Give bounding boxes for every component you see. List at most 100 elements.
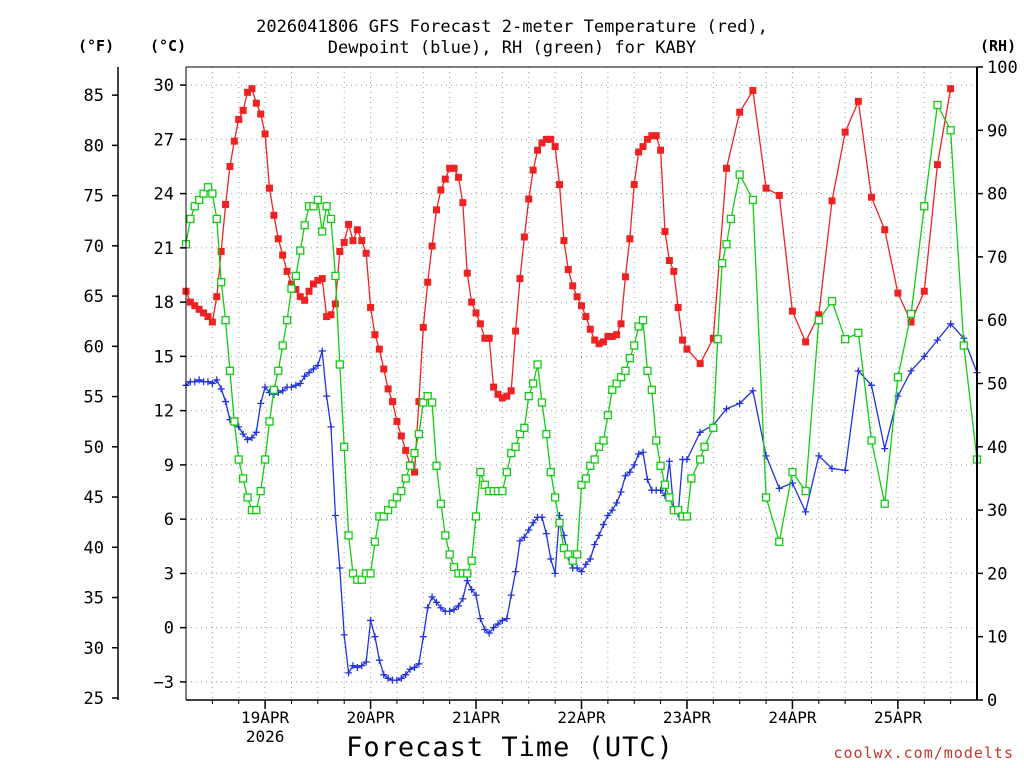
rh-point [427,398,437,407]
rh-point [542,429,551,439]
temperature-point [305,287,313,295]
rh-point [594,442,604,451]
rh-point [309,202,318,211]
rh-point [814,316,823,325]
rh-point [296,246,305,255]
rh-tick-label: 30 [987,501,1007,521]
fahrenheit-tick-label: 75 [84,187,104,207]
temperature-point [529,166,537,174]
dewpoint-point [305,369,313,377]
credit-text[interactable]: coolwx.com/modelts [833,744,1014,762]
temperature-point [696,360,704,368]
rh-point [788,467,797,477]
temperature-point [933,161,941,169]
temperature-point [248,85,256,93]
rh-point [550,493,560,502]
dewpoint-point [841,466,849,474]
temperature-point [296,293,304,301]
rh-point [652,436,661,445]
dewpoint-point [318,347,326,355]
rh-point [946,126,955,135]
rh-point [217,278,226,287]
axis-layer: 25 30 35 40 45 50 55 60 65 70 75 80 85 −3 0 3 6 9 12 15 18 21… [84,58,1018,746]
temperature-point [516,275,524,283]
rh-point [423,392,432,401]
rh-point [274,366,283,375]
x-tick-label: 20APR [346,708,395,727]
temperature-point [204,313,212,321]
rh-point [524,392,533,401]
dewpoint-point [292,381,300,389]
chart-title-line-1: 2026041806 GFS Forecast 2-meter Temperat… [256,17,768,37]
temperature-point [485,334,493,342]
fahrenheit-tick-label: 60 [84,337,104,357]
dewpoint-point [512,568,520,576]
dewpoint-point [665,457,673,465]
rh-point [634,322,643,331]
rh-point [726,214,736,224]
unit-label-rh: (RH) [980,37,1017,55]
dewpoint-point [336,564,344,572]
rh-point [696,455,705,464]
temperature-point [222,200,230,208]
rh-point [269,385,279,394]
temperature-point [841,128,849,136]
temperature-point [419,323,427,331]
temperature-point [547,135,555,143]
rh-point [761,493,771,502]
rh-point [630,341,639,350]
temperature-point [459,199,467,207]
rh-point [933,100,942,110]
dewpoint-point [498,616,506,624]
rh-point [827,297,837,306]
celsius-tick-label: 27 [154,130,174,150]
temperature-point [507,387,515,395]
dewpoint-point [635,450,643,458]
dewpoint-point [617,488,625,496]
x-tick-sublabel: 2026 [246,727,285,746]
rh-point [682,512,692,521]
fahrenheit-tick-label: 70 [84,237,104,257]
celsius-tick-label: 3 [164,564,174,584]
dewpoint-point [815,452,823,460]
dewpoint-point [551,569,559,577]
rh-tick-label: 20 [987,564,1007,584]
dewpoint-point [556,512,564,520]
temperature-point [569,282,577,290]
temperature-point [894,289,902,297]
temperature-point [208,318,216,326]
rh-point [586,461,595,470]
rh-point [186,214,195,224]
x-tick-label: 21APR [452,708,501,727]
temperature-point [494,390,502,398]
dewpoint-point [608,506,616,514]
temperature-point [314,276,322,284]
rh-point [498,486,507,496]
temperature-point [274,235,282,243]
rh-tick-label: 100 [987,58,1018,78]
rh-point [331,271,340,281]
rh-point [260,455,270,464]
rh-point [660,480,670,489]
dewpoint-point [362,658,370,666]
temperature-point [608,332,616,340]
temperature-point [235,115,243,123]
dewpoint-point [472,591,480,599]
celsius-tick-label: 0 [164,619,174,639]
dewpoint-point [525,526,533,534]
chart-title-line-2: Dewpoint (blue), RH (green) for KABY [327,38,697,58]
temperature-point [635,148,643,156]
temperature-point [652,132,660,140]
temperature-point [323,313,331,321]
rh-point [388,499,397,508]
temperature-point [520,233,528,241]
rh-point [282,316,292,325]
temperature-point [287,280,295,288]
temperature-point [512,327,520,335]
temperature-point [947,85,955,93]
x-tick-label: 23APR [663,708,712,727]
temperature-point [353,226,361,234]
rh-point [568,556,577,565]
rh-point [625,354,634,363]
temperature-point [393,417,401,425]
